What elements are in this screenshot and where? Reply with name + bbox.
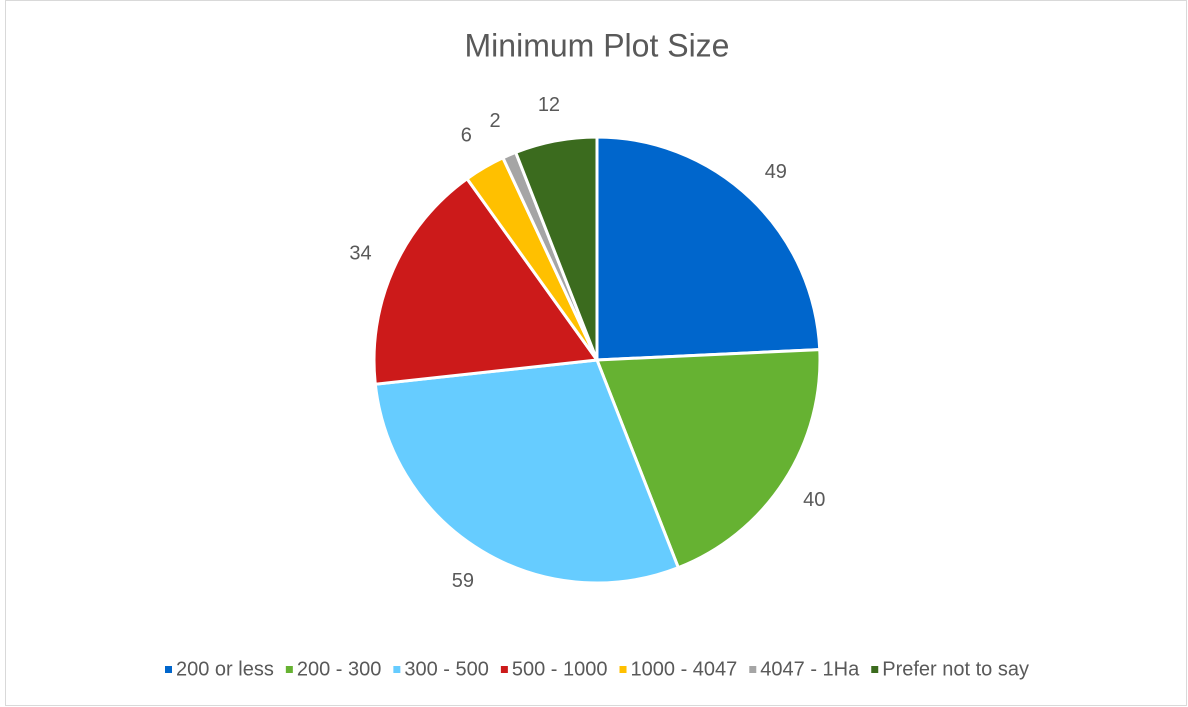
data-label: 12 — [538, 94, 560, 116]
data-label: 34 — [349, 243, 371, 265]
pie-slice — [595, 135, 822, 362]
legend-marker — [285, 666, 293, 673]
legend-marker — [393, 666, 401, 673]
legend-marker — [500, 666, 508, 673]
data-label: 49 — [765, 161, 787, 183]
legend-marker — [871, 666, 879, 673]
legend-label: 200 - 300 — [297, 658, 382, 680]
legend-marker — [619, 666, 627, 673]
legend-label: 500 - 1000 — [512, 658, 608, 680]
legend-marker — [749, 666, 757, 673]
pie-slice — [594, 348, 822, 570]
data-label: 40 — [803, 489, 825, 511]
legend-label: 4047 - 1Ha — [760, 658, 860, 680]
legend-marker — [165, 666, 172, 673]
data-label: 2 — [490, 110, 501, 132]
legend-label: 200 or less — [176, 658, 274, 680]
legend-label: 1000 - 4047 — [631, 658, 738, 680]
chart-title: Minimum Plot Size — [465, 27, 730, 63]
data-label: 6 — [461, 125, 472, 147]
pie-slice — [373, 358, 681, 585]
pie-slice — [513, 135, 599, 361]
pie-slice — [372, 176, 600, 386]
legend-label: Prefer not to say — [882, 658, 1029, 680]
legend-label: 300 - 500 — [404, 658, 489, 680]
data-label: 59 — [452, 570, 474, 592]
